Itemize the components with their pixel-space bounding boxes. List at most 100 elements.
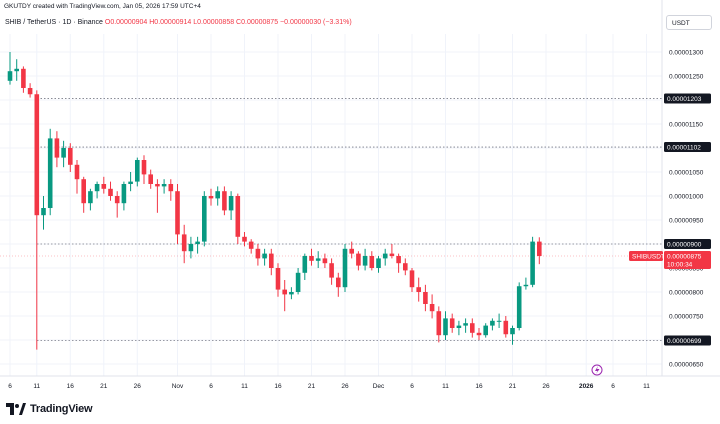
time-tick-label: 26 <box>341 383 349 390</box>
candle-body <box>295 272 301 292</box>
candle <box>141 155 147 184</box>
candle-body <box>248 241 254 249</box>
current-price-label: 0.00000875 <box>667 253 702 260</box>
candle-body <box>389 253 395 256</box>
candle <box>41 196 46 230</box>
candle-body <box>443 318 448 336</box>
candle <box>228 191 234 220</box>
time-tick-label: 26 <box>134 383 142 390</box>
candle <box>369 251 375 271</box>
price-tick-label: 0.00000750 <box>669 313 704 320</box>
time-tick-label: 21 <box>308 383 316 390</box>
candle <box>81 176 86 213</box>
brand-name: TradingView <box>30 403 93 415</box>
candle <box>416 277 421 302</box>
candle-body <box>175 191 180 235</box>
candle-body <box>289 292 294 295</box>
currency-selector[interactable]: USDT <box>666 15 712 30</box>
candle-body <box>228 196 234 211</box>
candle-body <box>302 256 308 273</box>
candle <box>295 268 301 295</box>
time-tick-label: Dec <box>373 383 385 390</box>
candle-body <box>74 164 80 180</box>
ohlc-values: O0.00000904 H0.00000914 L0.00000858 C0.0… <box>104 19 352 26</box>
candle <box>496 313 502 328</box>
candle <box>135 157 140 187</box>
candle <box>329 258 334 285</box>
symbol-title: SHIB / TetherUS · 1D · Binance <box>5 19 103 26</box>
candle-body <box>121 184 127 204</box>
candle <box>235 193 241 244</box>
candle-body <box>282 289 287 295</box>
candle <box>389 244 395 259</box>
candle-body <box>128 181 133 184</box>
candle <box>34 90 40 350</box>
candle-body <box>322 258 328 264</box>
level-label: 0.00001203 <box>667 96 702 103</box>
tradingview-logo[interactable]: TradingView <box>6 401 93 417</box>
candle <box>503 316 509 338</box>
candle <box>61 140 66 168</box>
candle <box>409 268 415 292</box>
candle <box>336 272 341 297</box>
candle <box>88 188 93 211</box>
level-label-box <box>664 93 711 104</box>
time-tick-label: 16 <box>67 383 75 390</box>
candle-body <box>235 196 241 237</box>
candle-body <box>14 68 19 72</box>
level-label: 0.00000699 <box>667 338 702 345</box>
candle-body <box>101 184 107 189</box>
candle-body <box>181 234 187 252</box>
tradingview-logo-icon <box>6 403 26 415</box>
candle <box>168 179 174 201</box>
price-tick-label: 0.00001050 <box>669 169 704 176</box>
time-tick-label: 21 <box>100 383 108 390</box>
time-tick-label: 16 <box>475 383 483 390</box>
candle <box>443 311 448 340</box>
candle <box>202 191 207 247</box>
chart-grid <box>0 34 662 376</box>
candle <box>14 59 19 81</box>
candle <box>74 160 80 194</box>
candle-body <box>275 268 281 290</box>
time-tick-label: 26 <box>542 383 550 390</box>
candle <box>148 169 153 189</box>
time-tick-label: 16 <box>274 383 282 390</box>
time-tick-label: 11 <box>241 383 248 390</box>
symbol-label-box <box>629 251 663 261</box>
time-tick-label: 2026 <box>579 383 594 390</box>
candle <box>342 244 348 292</box>
candle-body <box>215 191 220 199</box>
lightning-icon[interactable] <box>591 364 603 376</box>
candle-body <box>161 184 167 187</box>
candle-body <box>41 208 46 216</box>
candle <box>128 172 133 192</box>
candles <box>7 52 542 350</box>
candle-body <box>21 68 26 88</box>
candle-body <box>242 236 247 242</box>
countdown-label: 10:00:34 <box>667 262 693 269</box>
candle-body <box>537 241 542 256</box>
level-label: 0.00000900 <box>667 241 702 248</box>
candle-body <box>476 332 482 336</box>
candle <box>523 277 529 290</box>
candle-body <box>269 253 274 268</box>
time-tick-label: 6 <box>209 383 213 390</box>
candle <box>483 323 488 338</box>
time-tick-label: 21 <box>509 383 517 390</box>
level-label-box <box>664 239 711 249</box>
candle-body <box>463 323 468 326</box>
price-tick-label: 0.00000650 <box>669 361 704 368</box>
candle <box>248 239 254 254</box>
candle <box>269 248 274 276</box>
level-label-box <box>664 142 711 153</box>
price-tick-label: 0.00000950 <box>669 217 704 224</box>
candle-body <box>382 253 388 259</box>
candle-body <box>135 160 140 182</box>
price-labels: 0.00001203 0.00001102 0.00000900 0.00000699… <box>629 93 711 346</box>
candle <box>282 280 287 312</box>
candle-body <box>34 94 40 216</box>
candle <box>376 256 381 273</box>
candle-body <box>94 184 100 192</box>
